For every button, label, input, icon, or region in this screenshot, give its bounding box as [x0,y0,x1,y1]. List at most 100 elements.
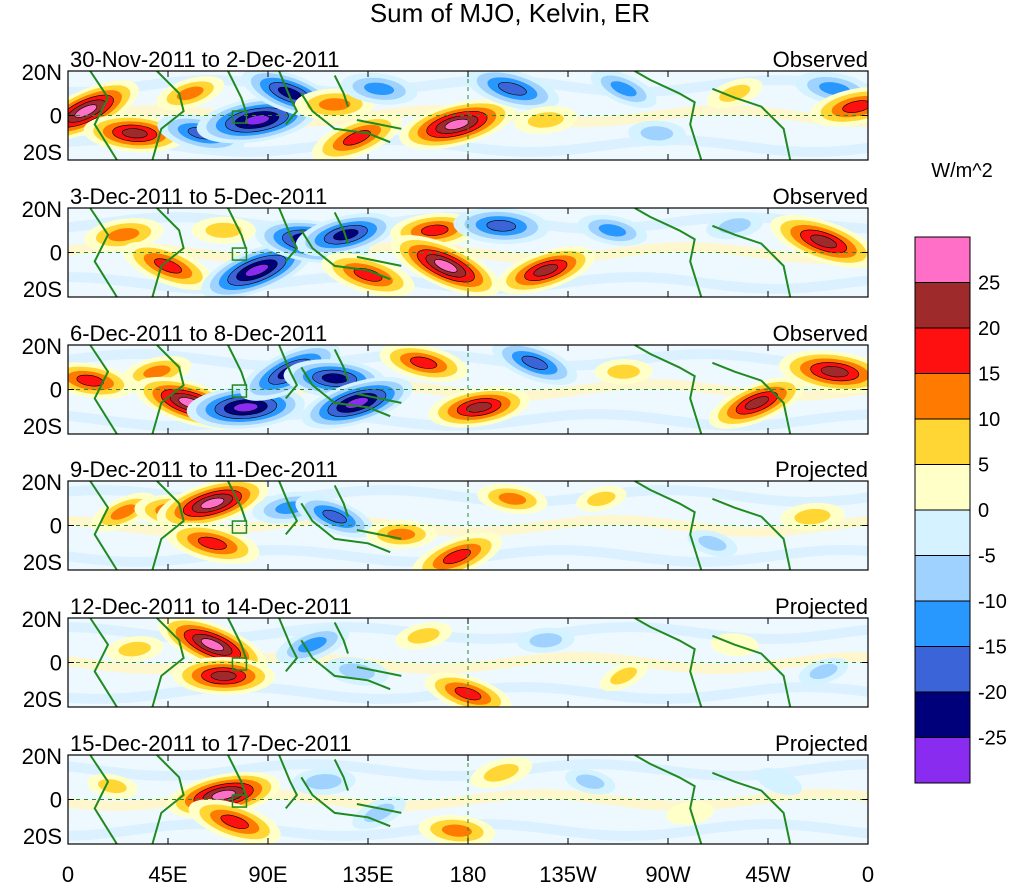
coastline-segment [278,71,299,126]
panel-type-label: Projected [775,457,868,482]
colorbar-tick-label: 20 [978,318,1000,340]
contour-level [442,549,471,565]
colorbar-tick-label: -10 [978,591,1007,613]
x-tick-label: 180 [450,862,487,887]
colorbar-swatch [914,555,971,602]
x-axis: 0 45E 90E 135E 180 135W 90W 45W 0 [62,862,874,887]
coastline-segment [356,255,402,267]
texture-band [68,758,868,782]
anomaly-blob [798,657,849,685]
anomaly-blob [453,208,550,244]
region-box-marker [231,110,248,124]
x-tick-label: 0 [62,862,74,887]
panel-6: 20N 0 20S 15-Dec-2011 to 17-Dec-2011 Project… [22,731,869,849]
contour-level [200,497,225,509]
contour-level [322,509,347,524]
coastline-segment [227,755,247,796]
coastline-segment [712,87,792,160]
anomaly-field [68,757,868,844]
contour-level [420,224,449,236]
contour-level [245,264,269,277]
contour-level [441,824,472,837]
contour-level [338,663,375,680]
contour-level [607,364,640,379]
colorbar-tick-label: -15 [978,637,1007,659]
coastline-segment [356,119,402,130]
panel-period-label: 3-Dec-2011 to 5-Dec-2011 [70,184,327,209]
anomaly-blob [590,71,657,108]
anomaly-blob [706,212,764,240]
y-tick-label: 20S [23,550,62,575]
contour-level [233,402,259,413]
colorbar-swatch [914,236,971,283]
coastline-segment [356,666,402,677]
panel-3: 20N 0 20S 6-Dec-2011 to 8-Dec-2011 Observed [22,321,869,439]
coastline-segment [712,361,792,434]
coastline-segment [300,366,391,418]
coastline-segment [333,211,349,244]
panel-type-label: Observed [773,184,868,209]
coastlines [89,208,792,297]
coastline-segment [300,639,391,691]
anomaly-blob [186,385,305,429]
colorbar-tick-label: 0 [978,500,989,522]
anomaly-blob [599,660,648,692]
panel-type-label: Observed [773,47,868,72]
anomaly-blob [576,486,627,512]
contour-level [575,774,605,789]
coastline-segment [89,71,118,160]
contour-level [587,491,616,507]
colorbar-tick-label: 25 [978,273,1000,295]
region-box-marker [231,657,248,671]
anomaly-blob [492,345,578,386]
y-tick-label: 20S [23,824,62,849]
anomaly-blob [340,72,418,105]
y-tick-label: 20S [23,277,62,302]
contour-level [176,86,204,101]
coastline-segment [89,618,118,707]
region-box-marker [231,520,248,534]
contour-level [666,801,715,825]
region-box-marker [231,794,248,808]
panel-1: 20N 0 20S 30-Nov-2011 to 2-Dec-2011 Observed [22,47,869,165]
anomaly-blob [83,114,186,153]
anomaly-blob [496,246,595,295]
coastline-segment [333,75,349,107]
anomaly-blob [395,622,452,650]
anomaly-blob [666,801,715,825]
panel-period-label: 30-Nov-2011 to 2-Dec-2011 [70,47,339,72]
contour-level [756,768,802,796]
coastline-segment [712,771,792,844]
contour-level [205,222,242,238]
colorbar-swatch [914,282,971,329]
contour-level [718,218,751,234]
x-tick-label: 135E [342,862,393,887]
contour-level [118,641,151,657]
contour-level [444,118,470,130]
coastline-segment [278,618,299,673]
colorbar-tick-label: -5 [978,546,996,568]
anomaly-blob [411,532,503,570]
anomaly-blob [707,78,763,109]
y-tick-label: 20N [22,197,62,222]
colorbar-swatch [914,373,971,420]
region-box-marker [231,384,248,398]
anomaly-blob [379,345,468,382]
anomaly-blob [325,657,389,686]
anomaly-blob [565,768,616,795]
y-tick-label: 0 [50,788,62,813]
coastlines [89,71,792,160]
contour-level [598,224,627,237]
x-tick-label: 0 [862,862,874,887]
anomaly-blob [756,768,802,796]
panel-type-label: Observed [773,321,868,346]
contour-level [244,114,270,126]
coastline-segment [227,208,247,249]
contour-level [364,82,395,96]
contour-level [466,402,492,413]
contour-level [363,803,395,823]
contour-level [318,98,351,111]
coastline-segment [634,755,703,844]
contour-level [529,633,563,648]
